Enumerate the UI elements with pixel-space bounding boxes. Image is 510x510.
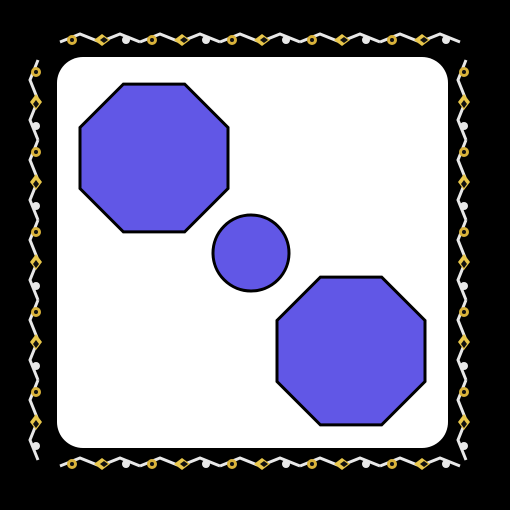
circle [211,213,291,293]
octagon [275,275,427,427]
octagon [78,82,230,234]
